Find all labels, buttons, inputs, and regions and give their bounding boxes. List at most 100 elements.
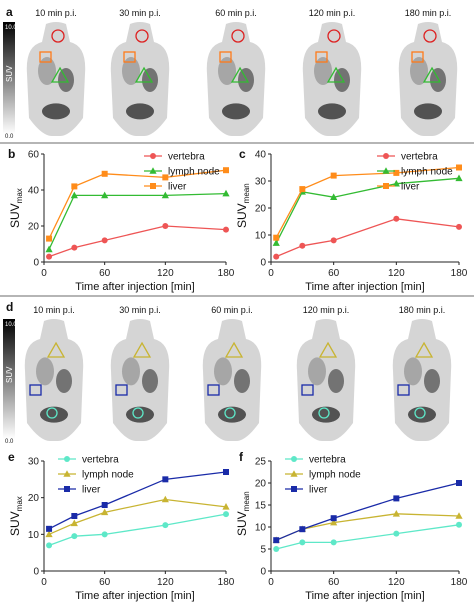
timepoint-a-3: 60 min p.i. bbox=[215, 8, 257, 18]
timepoint-a-1: 10 min p.i. bbox=[35, 8, 77, 18]
data-point-liver bbox=[330, 172, 337, 179]
y-tick-label: 25 bbox=[255, 457, 267, 468]
legend-label: liver bbox=[82, 485, 101, 496]
pet-body-d-1 bbox=[24, 319, 84, 441]
panel-letter-e: e bbox=[8, 450, 15, 464]
timepoint-a-2: 30 min p.i. bbox=[119, 8, 161, 18]
data-point-liver bbox=[46, 235, 53, 242]
y-axis-label-main: SUV bbox=[237, 203, 249, 228]
legend-marker bbox=[149, 167, 157, 174]
data-point-liver bbox=[299, 526, 306, 533]
scalebar-a-min: 0.0 bbox=[5, 134, 14, 140]
data-point-vertebra bbox=[223, 511, 229, 518]
x-tick-label: 60 bbox=[99, 268, 111, 279]
data-point-lymph-node bbox=[222, 189, 230, 197]
data-point-vertebra bbox=[223, 226, 229, 233]
y-tick-label: 60 bbox=[28, 150, 40, 161]
legend-marker bbox=[383, 153, 389, 159]
data-point-lymph-node bbox=[101, 191, 109, 199]
timepoint-d-2: 30 min p.i. bbox=[119, 305, 161, 315]
data-point-vertebra bbox=[46, 542, 53, 549]
data-point-lymph-node bbox=[222, 503, 230, 510]
y-axis-label: SUVmax bbox=[8, 188, 24, 228]
y-tick-label: 0 bbox=[33, 567, 39, 578]
x-tick-label: 60 bbox=[328, 268, 340, 279]
chart-f-suvmean: f 0 5 10 15 20 25 0 60 120 180 Time after injection… bbox=[237, 450, 468, 602]
series-line-vertebra bbox=[48, 225, 227, 258]
chart-e-suvmax: e 0 10 20 30 0 60 120 180 Time after injection [m… bbox=[8, 450, 235, 602]
x-axis-label: Time after injection [min] bbox=[305, 590, 424, 602]
data-point-liver bbox=[46, 525, 53, 532]
data-point-lymph-node bbox=[101, 508, 109, 516]
data-point-liver bbox=[299, 186, 306, 193]
data-point-lymph-node bbox=[161, 191, 169, 199]
legend-label: liver bbox=[168, 182, 187, 193]
y-axis-label-main: SUV bbox=[8, 511, 22, 536]
legend-label: vertebra bbox=[168, 152, 205, 163]
suv-scalebar-d bbox=[3, 319, 15, 439]
data-point-lymph-node bbox=[45, 245, 53, 253]
scalebar-a-label: SUV bbox=[5, 65, 14, 82]
data-point-liver bbox=[456, 480, 462, 486]
timepoint-d-1: 10 min p.i. bbox=[33, 305, 75, 315]
legend-marker bbox=[382, 167, 390, 174]
x-tick-label: 180 bbox=[451, 268, 468, 279]
pet-row-a-canvas: a 10.0 0.0 SUV 10 min p.i. 30 min p.i. 6… bbox=[0, 0, 474, 140]
y-axis-label: SUVmean bbox=[237, 183, 251, 228]
y-axis-label-main: SUV bbox=[8, 203, 22, 228]
x-tick-label: 0 bbox=[41, 268, 47, 279]
series-line-liver bbox=[48, 471, 227, 530]
x-tick-label: 0 bbox=[41, 577, 47, 588]
legend-marker bbox=[150, 153, 156, 159]
y-tick-label: 10 bbox=[255, 231, 267, 242]
panel-letter-b: b bbox=[8, 147, 15, 161]
pet-body-d-4 bbox=[296, 319, 356, 441]
legend-marker bbox=[291, 456, 297, 462]
x-tick-label: 120 bbox=[157, 268, 174, 279]
data-point-vertebra bbox=[299, 242, 306, 249]
y-tick-label: 30 bbox=[255, 177, 267, 188]
y-tick-label: 40 bbox=[255, 150, 267, 161]
y-tick-label: 0 bbox=[33, 258, 39, 269]
x-tick-label: 0 bbox=[268, 268, 274, 279]
data-point-liver bbox=[162, 174, 169, 181]
y-tick-label: 20 bbox=[28, 222, 40, 233]
data-point-vertebra bbox=[162, 522, 169, 529]
legend-label: vertebra bbox=[309, 455, 346, 466]
data-point-liver bbox=[273, 234, 280, 241]
timepoint-d-5: 180 min p.i. bbox=[399, 305, 446, 315]
scalebar-d-max: 10.0 bbox=[5, 322, 17, 328]
x-tick-label: 120 bbox=[388, 268, 405, 279]
legend-marker bbox=[63, 470, 71, 477]
x-tick-label: 60 bbox=[328, 577, 340, 588]
pet-body-d-3 bbox=[202, 319, 262, 441]
panel-letter-a: a bbox=[6, 5, 13, 19]
x-tick-label: 0 bbox=[268, 577, 274, 588]
y-tick-label: 0 bbox=[260, 258, 266, 269]
pet-body-a-3 bbox=[206, 22, 266, 136]
x-tick-label: 180 bbox=[451, 577, 468, 588]
row-divider-2 bbox=[0, 295, 474, 297]
y-axis-label-sub: mean bbox=[242, 491, 251, 511]
x-axis-label: Time after injection [min] bbox=[305, 281, 424, 293]
data-point-vertebra bbox=[101, 237, 108, 244]
data-point-lymph-node bbox=[330, 193, 338, 200]
data-point-lymph-node bbox=[272, 239, 280, 246]
data-point-vertebra bbox=[101, 531, 108, 538]
y-axis-label-sub: mean bbox=[242, 183, 251, 203]
data-point-liver bbox=[162, 476, 169, 483]
pet-image-row-d: d 10.0 0.0 SUV 10 min p.i. 30 min p.i. 6… bbox=[0, 297, 474, 445]
timepoint-d-3: 60 min p.i. bbox=[211, 305, 253, 315]
suv-scalebar-a bbox=[3, 22, 15, 134]
y-tick-label: 0 bbox=[260, 567, 266, 578]
legend-marker bbox=[383, 183, 389, 189]
data-point-vertebra bbox=[456, 521, 462, 528]
pet-body-a-4 bbox=[302, 22, 362, 136]
data-point-lymph-node bbox=[161, 495, 169, 503]
y-tick-label: 30 bbox=[28, 457, 40, 468]
data-point-vertebra bbox=[330, 539, 337, 546]
y-tick-label: 10 bbox=[255, 523, 267, 534]
y-tick-label: 20 bbox=[255, 204, 267, 215]
legend-label: liver bbox=[309, 485, 328, 496]
x-tick-label: 180 bbox=[218, 268, 235, 279]
